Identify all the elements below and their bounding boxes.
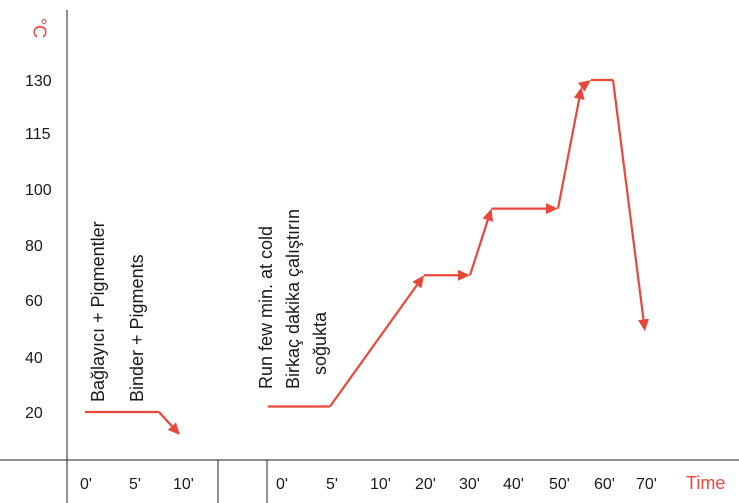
arrowhead bbox=[546, 203, 558, 214]
x-tick-label: 0' bbox=[276, 476, 288, 493]
x-tick-labels-phase1: 0' 5' 10' bbox=[80, 476, 194, 493]
x-tick-label: 20' bbox=[415, 476, 436, 493]
y-tick-labels: 20 40 60 80 100 115 130 bbox=[25, 73, 52, 422]
profile-segment bbox=[470, 220, 488, 275]
x-tick-label: 30' bbox=[459, 476, 480, 493]
annotation-phase1: Bağlayıcı + Pigmentler Binder + Pigments bbox=[88, 221, 147, 402]
arrowhead bbox=[638, 319, 649, 332]
arrowhead bbox=[458, 270, 470, 281]
annotation-line: soğukta bbox=[310, 311, 330, 375]
x-tick-label: 40' bbox=[503, 476, 524, 493]
y-tick-label: 80 bbox=[25, 238, 43, 255]
annotation-line: Birkaç dakika çalıştırın bbox=[283, 209, 303, 389]
annotation-phase2: Run few min. at cold Birkaç dakika çalış… bbox=[256, 209, 330, 389]
x-tick-label: 70' bbox=[636, 476, 657, 493]
y-tick-label: 20 bbox=[25, 405, 43, 422]
y-tick-label: 60 bbox=[25, 293, 43, 310]
profile-segment bbox=[330, 285, 417, 406]
profile-segment bbox=[613, 80, 643, 319]
annotation-line: Run few min. at cold bbox=[256, 226, 276, 389]
x-tick-label: 0' bbox=[80, 476, 92, 493]
x-tick-label: 10' bbox=[173, 476, 194, 493]
series-layer bbox=[85, 80, 649, 435]
y-tick-label: 130 bbox=[25, 73, 52, 90]
profile-segment bbox=[558, 99, 579, 209]
annotation-line: Binder + Pigments bbox=[127, 254, 147, 402]
y-tick-label: 100 bbox=[25, 182, 52, 199]
x-tick-labels-phase2: 0' 5' 10' 20' 30' 40' 50' 60' 70' bbox=[276, 476, 657, 493]
x-tick-label: 60' bbox=[594, 476, 615, 493]
profile-segment bbox=[159, 412, 172, 426]
arrowhead bbox=[483, 209, 493, 222]
x-tick-label: 5' bbox=[326, 476, 338, 493]
x-tick-label: 10' bbox=[370, 476, 391, 493]
x-axis-label: Time bbox=[686, 473, 725, 493]
annotation-line: Bağlayıcı + Pigmentler bbox=[88, 221, 108, 402]
x-tick-label: 50' bbox=[549, 476, 570, 493]
x-tick-label: 5' bbox=[129, 476, 141, 493]
arrowhead bbox=[413, 275, 424, 288]
y-tick-label: 115 bbox=[25, 126, 51, 143]
y-axis-unit: °C bbox=[29, 18, 49, 38]
y-tick-label: 40 bbox=[25, 350, 43, 367]
